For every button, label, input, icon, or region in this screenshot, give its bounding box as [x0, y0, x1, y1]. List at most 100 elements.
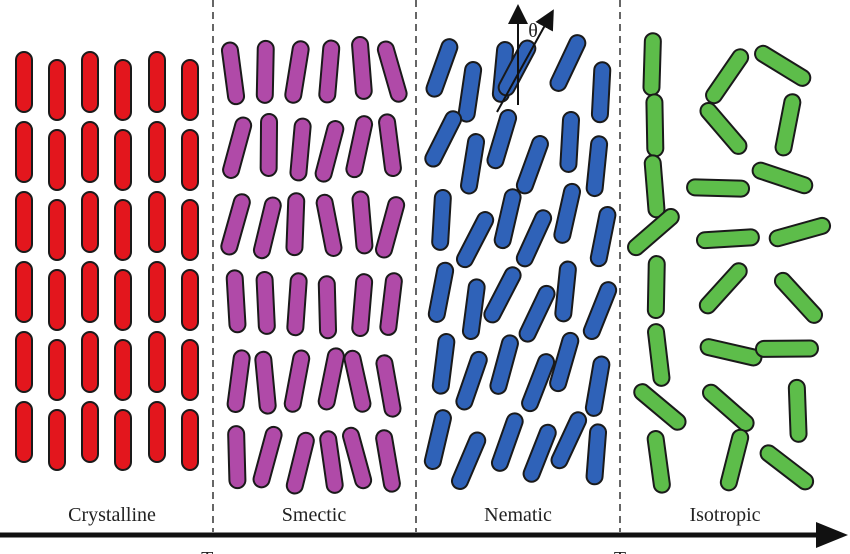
rod: [754, 44, 812, 87]
rod: [317, 275, 338, 340]
rod: [318, 39, 341, 104]
rod: [584, 355, 611, 417]
rod: [550, 411, 588, 470]
rod: [81, 51, 99, 113]
rod: [148, 331, 166, 393]
rod: [450, 431, 487, 490]
rod: [148, 51, 166, 113]
rod: [646, 255, 666, 320]
rod: [114, 59, 132, 121]
rod: [15, 121, 33, 183]
rod: [48, 339, 66, 401]
rod: [342, 426, 373, 490]
rod: [181, 129, 199, 191]
rod: [286, 272, 308, 337]
rod: [787, 378, 808, 443]
rod: [642, 32, 662, 97]
rod: [226, 349, 251, 413]
rod: [15, 51, 33, 113]
rods: [15, 32, 832, 495]
rod: [455, 350, 488, 411]
rod: [627, 208, 680, 257]
rod: [314, 120, 345, 183]
rod: [81, 401, 99, 463]
rod: [490, 412, 524, 472]
rod: [48, 129, 66, 191]
rod: [521, 353, 556, 413]
rod: [457, 61, 483, 123]
rod: [181, 409, 199, 471]
rod: [148, 261, 166, 323]
rod: [379, 272, 403, 336]
rod: [220, 41, 246, 106]
rod: [646, 430, 671, 494]
rod: [48, 59, 66, 121]
rod: [585, 135, 609, 198]
rod: [455, 211, 495, 269]
rod: [427, 261, 455, 323]
rod: [252, 425, 283, 489]
rod: [425, 38, 459, 98]
rod: [15, 261, 33, 323]
rod: [345, 115, 374, 179]
rod: [81, 331, 99, 393]
phase-label: Crystalline: [68, 504, 156, 526]
rod: [461, 278, 486, 341]
angle-label: θ: [528, 20, 538, 42]
rod: [719, 428, 750, 492]
rod: [114, 129, 132, 191]
rod: [518, 284, 556, 343]
rod: [585, 423, 608, 486]
rod: [699, 338, 763, 367]
rod: [319, 430, 344, 494]
rod: [695, 228, 760, 250]
rod: [255, 270, 276, 335]
rod: [254, 350, 277, 415]
rod: [114, 269, 132, 331]
rod: [181, 339, 199, 401]
rod: [259, 112, 279, 177]
phase-label: Nematic: [484, 504, 552, 526]
rod: [643, 154, 666, 219]
rod: [768, 216, 832, 248]
rod: [15, 401, 33, 463]
rod: [582, 281, 618, 341]
temperature-marker: Tm: [201, 548, 229, 554]
rod: [483, 266, 522, 324]
rod: [148, 401, 166, 463]
rod: [375, 196, 406, 259]
rod-axis-arrow: [496, 9, 554, 113]
rod: [590, 61, 612, 124]
rod: [493, 188, 522, 250]
rod: [699, 101, 748, 155]
rod: [283, 349, 311, 413]
rod: [285, 192, 306, 257]
rod: [633, 383, 687, 431]
rod: [515, 209, 553, 268]
rod: [559, 111, 580, 173]
rod: [284, 40, 310, 104]
rod: [554, 260, 577, 323]
rod: [489, 334, 519, 395]
rod: [15, 191, 33, 253]
phase-label: Isotropic: [689, 504, 760, 526]
rod: [225, 269, 247, 334]
rod: [431, 332, 456, 395]
rod: [48, 199, 66, 261]
rod: [589, 206, 617, 268]
rod: [698, 262, 748, 315]
rod: [686, 178, 751, 198]
rod: [114, 409, 132, 471]
rod: [48, 269, 66, 331]
rod: [148, 191, 166, 253]
rod: [15, 331, 33, 393]
rod: [81, 261, 99, 323]
rod: [114, 199, 132, 261]
rod: [48, 409, 66, 471]
temperature-marker: T: [614, 548, 626, 554]
rod: [181, 59, 199, 121]
axis-arrowhead: [816, 522, 848, 548]
rod: [773, 271, 824, 324]
